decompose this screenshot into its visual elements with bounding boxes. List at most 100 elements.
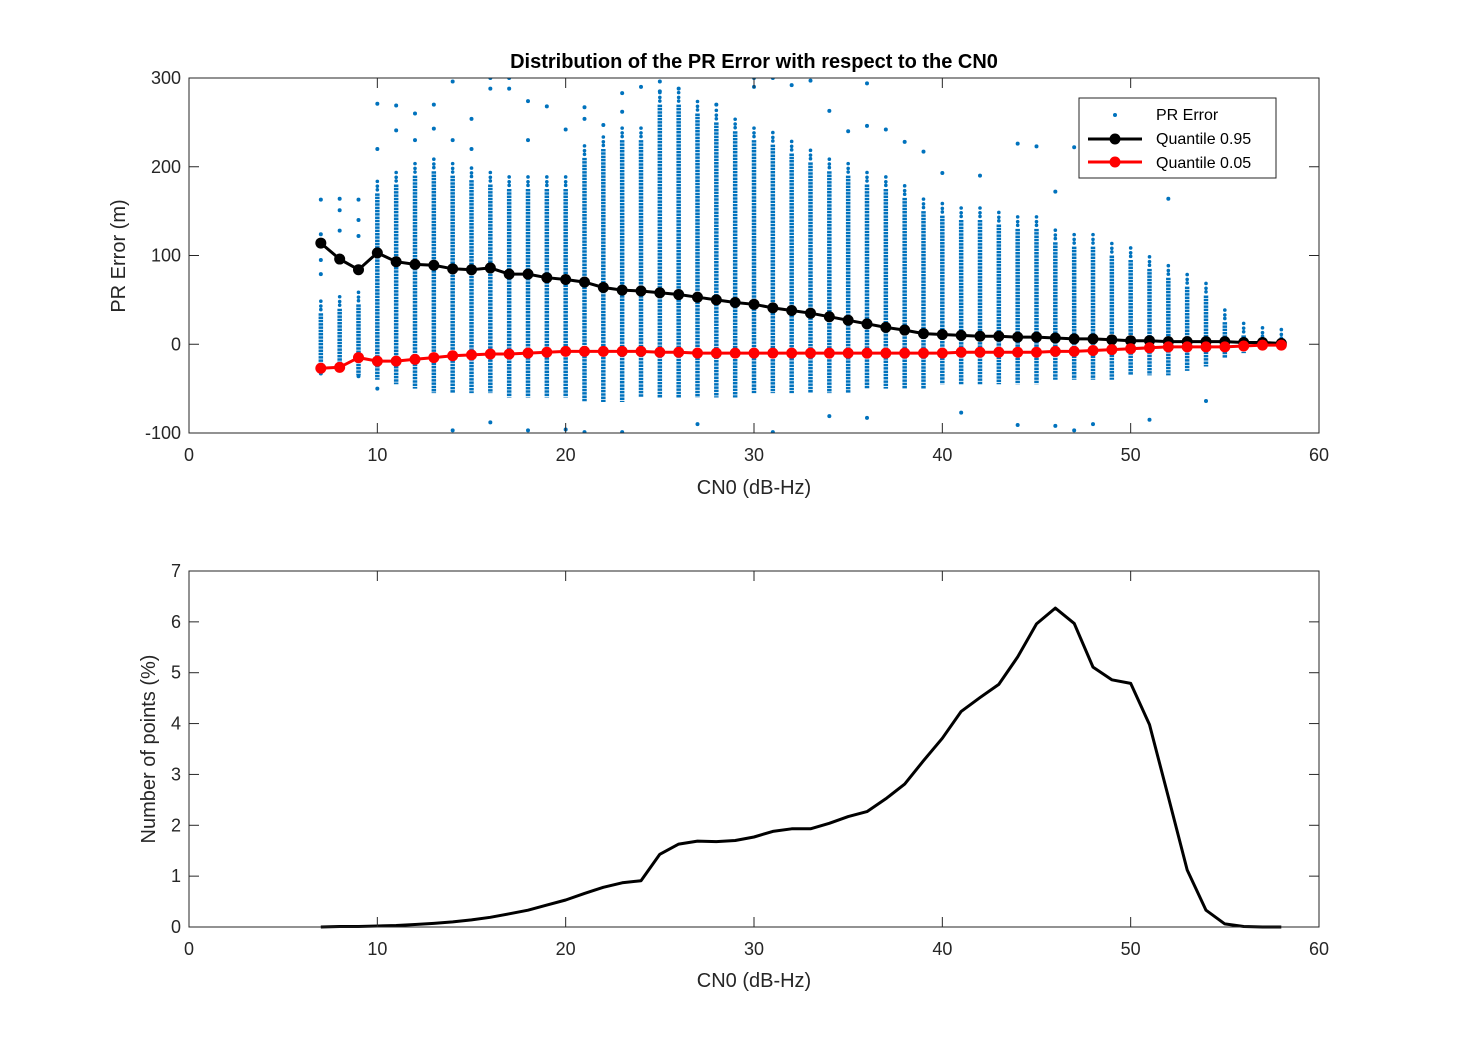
scatter-point <box>507 86 512 91</box>
scatter-point <box>526 183 530 188</box>
scatter-point <box>884 179 888 184</box>
scatter-point <box>846 129 851 134</box>
scatter-point <box>883 127 888 132</box>
scatter-point <box>902 139 907 144</box>
scatter-point <box>469 147 474 151</box>
plot1-x-tick-label: 50 <box>1121 445 1141 465</box>
scatter-point <box>827 414 832 419</box>
plot2-y-axis-label: Number of points (%) <box>138 655 160 844</box>
scatter-point <box>846 170 850 174</box>
scatter-point <box>714 116 719 121</box>
series-marker <box>1068 333 1080 345</box>
series-marker <box>805 307 816 319</box>
series-marker <box>729 297 741 309</box>
series-marker <box>315 237 327 249</box>
series-marker <box>710 347 722 359</box>
scatter-point <box>1204 290 1208 294</box>
scatter-point <box>413 111 417 116</box>
scatter-point <box>921 205 926 210</box>
points-percentage-series <box>320 606 1282 929</box>
series-marker <box>334 253 346 265</box>
scatter-point <box>620 131 624 135</box>
quantile-095-series <box>315 237 1287 349</box>
scatter-point <box>337 196 342 201</box>
scatter-point <box>431 126 436 131</box>
scatter-point <box>620 134 624 139</box>
plot2-x-tick-label: 0 <box>184 939 194 959</box>
scatter-point <box>1128 246 1133 250</box>
scatter-point <box>488 86 493 91</box>
series-line <box>319 241 1282 345</box>
scatter-point <box>808 78 813 83</box>
series-marker <box>597 281 609 293</box>
series-marker <box>842 314 854 326</box>
scatter-point <box>1015 141 1020 146</box>
scatter-point <box>865 170 869 175</box>
scatter-point <box>865 415 869 420</box>
series-marker <box>899 347 911 359</box>
plot2-y-tick-label: 0 <box>171 917 181 937</box>
plot2-x-tick-label: 50 <box>1121 939 1141 959</box>
scatter-point <box>1091 237 1095 242</box>
scatter-point <box>1072 428 1077 433</box>
scatter-point <box>1260 326 1265 330</box>
scatter-point <box>318 232 323 237</box>
scatter-point <box>770 430 775 433</box>
plot1-y-tick-label: 200 <box>151 157 181 177</box>
plot2-y-tick-label: 3 <box>171 764 181 784</box>
scatter-point <box>620 91 625 96</box>
plot2-x-ticks: 0 10 20 30 40 50 60 <box>184 571 1329 959</box>
scatter-point <box>1072 232 1076 237</box>
scatter-point <box>488 170 493 175</box>
scatter-point <box>375 184 380 188</box>
scatter-point <box>375 179 380 184</box>
scatter-point <box>469 174 474 179</box>
scatter-point <box>676 90 681 95</box>
series-line <box>320 343 1282 370</box>
series-marker <box>315 362 327 374</box>
scatter-point <box>752 126 756 130</box>
scatter-point <box>601 143 606 148</box>
scatter-point <box>1204 281 1208 286</box>
scatter-point <box>884 183 888 188</box>
scatter-point <box>639 131 643 135</box>
scatter-point <box>959 211 963 215</box>
series-marker <box>654 287 666 299</box>
scatter-point <box>582 148 587 153</box>
scatter-point <box>545 183 549 188</box>
quantile-005-series <box>315 339 1287 374</box>
scatter-point <box>356 197 361 202</box>
scatter-point <box>432 165 436 170</box>
scatter-point <box>657 89 662 94</box>
series-marker <box>353 352 364 364</box>
scatter-point <box>639 134 643 139</box>
series-marker <box>936 347 948 359</box>
scatter-point <box>545 175 549 179</box>
series-marker <box>767 347 779 359</box>
scatter-point <box>469 166 474 170</box>
scatter-point <box>1053 233 1058 237</box>
series-marker <box>974 346 986 358</box>
series-marker <box>767 302 779 314</box>
plot1-x-tick-label: 40 <box>932 445 952 465</box>
scatter-point <box>394 128 399 133</box>
scatter-point <box>1260 330 1265 335</box>
scatter-point <box>526 179 530 184</box>
series-marker <box>428 259 440 271</box>
scatter-point <box>714 108 719 113</box>
series-marker <box>974 330 986 342</box>
plot2-x-axis-label: CN0 (dB-Hz) <box>697 970 811 992</box>
plot1-y-tick-label: 300 <box>151 68 181 88</box>
series-marker <box>484 262 496 274</box>
scatter-point <box>337 228 342 233</box>
scatter-point <box>1185 281 1189 285</box>
points-distribution-plot: 0 10 20 30 40 50 60 0 1 2 3 4 5 6 7 CN0 (dB-Hz) Numbe… <box>138 561 1329 992</box>
scatter-point <box>413 138 417 143</box>
scatter-point <box>959 214 963 219</box>
scatter-point <box>413 170 417 174</box>
scatter-point <box>752 134 756 139</box>
scatter-point <box>563 183 568 188</box>
plot1-x-tick-label: 10 <box>367 445 387 465</box>
series-marker <box>880 321 892 333</box>
